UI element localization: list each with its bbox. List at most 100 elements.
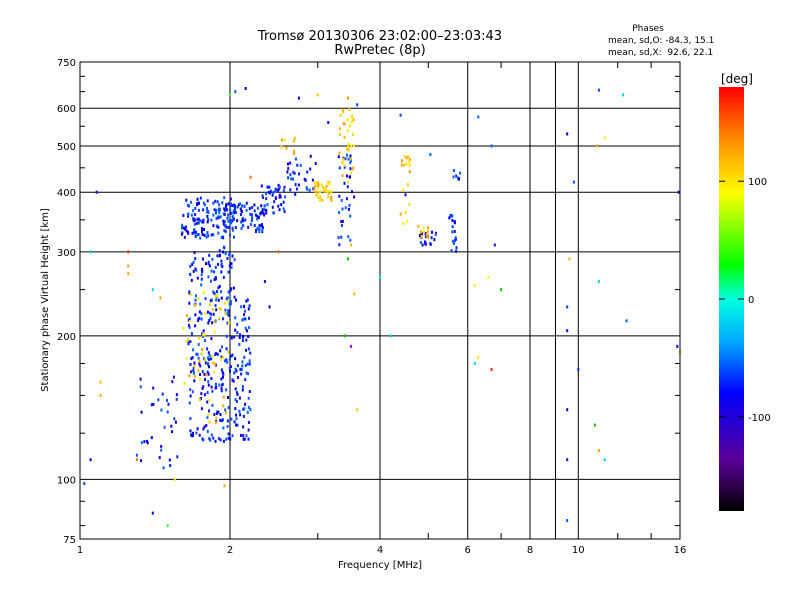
data-point [189,264,192,268]
data-point [350,120,353,124]
data-point [271,193,274,197]
data-point [453,169,455,172]
data-point [207,363,209,366]
data-point [167,402,170,406]
data-point [223,246,226,250]
data-point [208,311,211,315]
data-point [209,299,212,303]
data-point [190,200,192,204]
data-point [210,298,213,302]
data-point [349,238,352,242]
data-point [229,208,232,212]
data-point [206,429,209,433]
data-point [248,359,251,363]
data-point [566,408,569,412]
data-point [206,356,209,360]
data-point [421,243,424,247]
data-point [184,227,187,231]
data-point [458,177,461,181]
data-point [197,221,200,225]
data-point [222,439,225,443]
data-point [192,230,195,234]
data-point [197,356,200,360]
x-tick-label: 4 [377,545,383,556]
data-point [247,428,250,432]
data-point [218,254,221,258]
data-point [341,219,344,223]
data-point [215,352,217,355]
data-point [289,161,292,165]
data-point [346,174,348,178]
data-point [187,342,190,346]
data-point [324,187,327,190]
data-point [217,298,220,302]
data-point [240,433,242,437]
data-point [218,383,221,387]
data-point [453,230,456,233]
data-point [233,235,235,239]
data-point [233,371,236,375]
data-point [198,398,201,402]
data-point [346,118,349,122]
data-point [278,193,281,197]
data-point [219,215,222,219]
data-point [212,436,215,440]
data-point [207,260,210,264]
data-point [211,321,214,325]
data-point [188,374,191,378]
data-point [238,396,241,400]
data-point [212,233,215,237]
data-point [187,212,190,216]
data-point [353,292,356,296]
data-point [223,301,226,305]
data-point [241,224,244,228]
y-tick-label: 500 [57,142,76,153]
data-point [241,360,244,364]
data-point [200,352,203,356]
data-point [242,414,245,418]
data-point [192,260,195,264]
data-point [251,217,254,220]
data-point [316,93,319,97]
data-point [339,113,342,117]
data-point [188,290,191,294]
data-point [230,287,233,291]
data-point [224,408,227,412]
data-point [231,226,234,230]
data-point [135,453,138,457]
data-point [229,365,232,369]
data-point [201,220,204,224]
data-point [295,187,298,191]
data-point [146,441,149,445]
data-point [212,201,215,205]
data-point [261,229,264,232]
data-point [212,213,215,217]
data-point [195,294,197,298]
data-point [198,310,201,314]
data-point [201,437,204,441]
data-point [194,257,197,261]
data-point [206,214,209,218]
data-point [234,367,237,371]
data-point [205,235,208,239]
data-point [292,139,295,143]
data-point [352,166,355,170]
data-point [350,243,353,247]
data-point [214,265,217,269]
data-point [434,232,437,236]
data-point [215,308,218,312]
data-point [595,144,598,148]
data-point [341,160,344,164]
data-point [204,361,207,365]
data-point [230,211,233,215]
data-point [249,408,252,411]
data-point [241,204,244,208]
data-point [294,192,297,196]
data-point [229,437,232,441]
data-point [194,298,197,302]
data-point [192,209,195,213]
data-point [234,328,237,332]
data-point [322,186,324,190]
data-point [206,391,209,395]
data-point [208,264,211,268]
